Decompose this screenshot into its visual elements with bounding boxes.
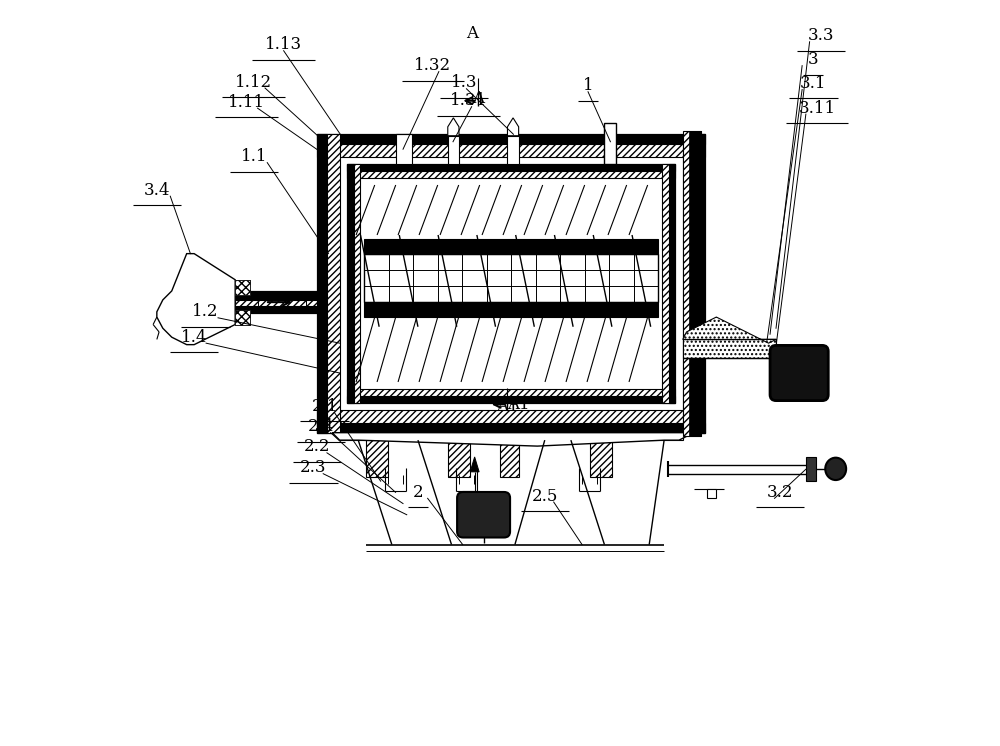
- Text: 1.32: 1.32: [414, 57, 451, 74]
- Bar: [364, 239, 658, 254]
- Text: 2.1: 2.1: [311, 398, 338, 415]
- Bar: [366, 440, 388, 477]
- Bar: [235, 310, 250, 325]
- Text: A: A: [472, 90, 484, 107]
- FancyBboxPatch shape: [457, 492, 510, 538]
- Bar: [683, 134, 705, 433]
- Text: 1.12: 1.12: [235, 74, 272, 90]
- Ellipse shape: [825, 457, 846, 480]
- Bar: [695, 134, 705, 433]
- Bar: [590, 440, 612, 477]
- Text: 3.1: 3.1: [800, 75, 827, 92]
- Bar: [347, 164, 675, 171]
- Polygon shape: [448, 118, 459, 136]
- Text: A1: A1: [496, 398, 519, 415]
- Bar: [364, 302, 658, 317]
- Text: 2.5: 2.5: [532, 488, 558, 504]
- Polygon shape: [332, 433, 694, 446]
- Bar: [604, 123, 616, 164]
- Bar: [340, 433, 683, 440]
- Bar: [235, 291, 317, 313]
- Bar: [364, 254, 658, 302]
- Bar: [235, 291, 317, 300]
- Polygon shape: [157, 254, 235, 345]
- Text: 1: 1: [583, 78, 593, 94]
- Bar: [317, 134, 340, 433]
- Text: 3.4: 3.4: [144, 182, 170, 198]
- Text: 3.11: 3.11: [798, 100, 836, 116]
- Text: A: A: [466, 25, 478, 42]
- Bar: [500, 440, 519, 477]
- Bar: [683, 131, 701, 436]
- Bar: [317, 134, 705, 157]
- Bar: [347, 164, 675, 178]
- Bar: [317, 410, 705, 433]
- Bar: [689, 131, 701, 436]
- Bar: [669, 164, 675, 403]
- FancyBboxPatch shape: [770, 345, 828, 401]
- Text: 1.4: 1.4: [181, 329, 207, 345]
- Bar: [347, 396, 675, 403]
- Bar: [235, 280, 250, 295]
- Text: 2.3: 2.3: [300, 460, 327, 476]
- Bar: [235, 306, 317, 313]
- Bar: [347, 164, 360, 403]
- Bar: [806, 457, 816, 481]
- Bar: [235, 280, 250, 295]
- Text: 1.13: 1.13: [265, 37, 302, 53]
- Bar: [317, 134, 705, 145]
- Bar: [507, 136, 519, 164]
- Bar: [448, 440, 470, 477]
- Polygon shape: [707, 489, 716, 498]
- Bar: [235, 310, 250, 325]
- Text: 2: 2: [413, 484, 423, 501]
- Bar: [396, 134, 412, 164]
- Bar: [683, 339, 776, 358]
- Text: 3.3: 3.3: [808, 28, 834, 44]
- Bar: [317, 422, 705, 433]
- Text: 1.31: 1.31: [450, 93, 487, 109]
- Text: 1.1: 1.1: [241, 148, 267, 165]
- Text: 2.4: 2.4: [308, 419, 334, 435]
- Bar: [662, 164, 675, 403]
- Bar: [347, 164, 354, 403]
- Text: 3: 3: [808, 51, 819, 68]
- Text: 2.2: 2.2: [304, 439, 330, 455]
- Text: 3.2: 3.2: [767, 484, 793, 501]
- Bar: [317, 134, 327, 433]
- Text: 1.11: 1.11: [228, 94, 265, 110]
- Bar: [347, 389, 675, 403]
- Bar: [448, 136, 459, 164]
- Polygon shape: [507, 118, 519, 136]
- Polygon shape: [470, 457, 479, 472]
- Polygon shape: [683, 317, 776, 343]
- Text: A1: A1: [507, 396, 530, 413]
- Text: 1.2: 1.2: [192, 304, 219, 320]
- Text: 1.3: 1.3: [451, 75, 477, 91]
